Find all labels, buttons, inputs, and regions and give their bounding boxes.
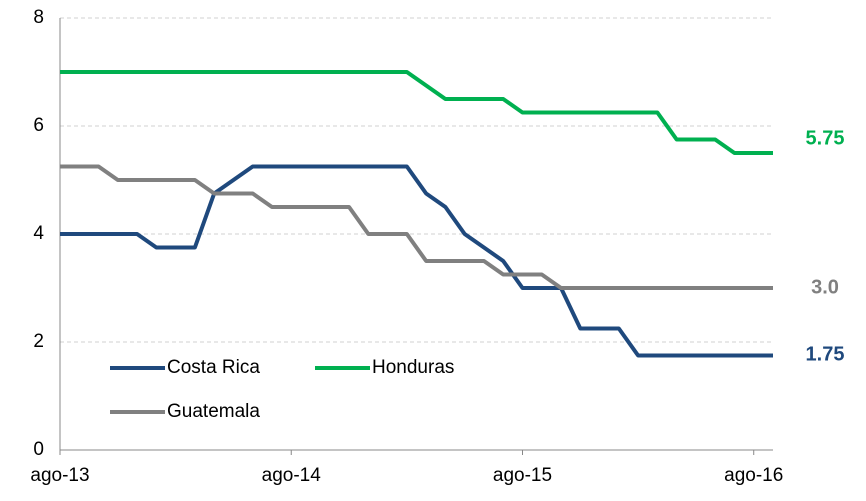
x-tick-label: ago-15 [493,465,552,486]
end-label: 1.75 [806,343,845,365]
legend-label: Costa Rica [167,357,260,378]
x-tick-label: ago-14 [262,465,322,486]
x-tick-label: ago-16 [724,465,783,486]
legend-label: Guatemala [167,401,260,422]
series-line [60,164,773,290]
y-tick-label: 6 [33,115,44,136]
x-tick-label: ago-13 [30,465,89,486]
series-line [60,164,773,358]
y-tick-label: 8 [33,7,44,28]
y-tick-label: 0 [33,439,44,460]
y-tick-label: 2 [33,331,44,352]
legend-label: Honduras [372,357,454,378]
y-tick-label: 4 [33,223,44,244]
series-line [60,70,773,155]
end-label: 5.75 [806,127,845,149]
end-label: 3.0 [811,276,839,298]
